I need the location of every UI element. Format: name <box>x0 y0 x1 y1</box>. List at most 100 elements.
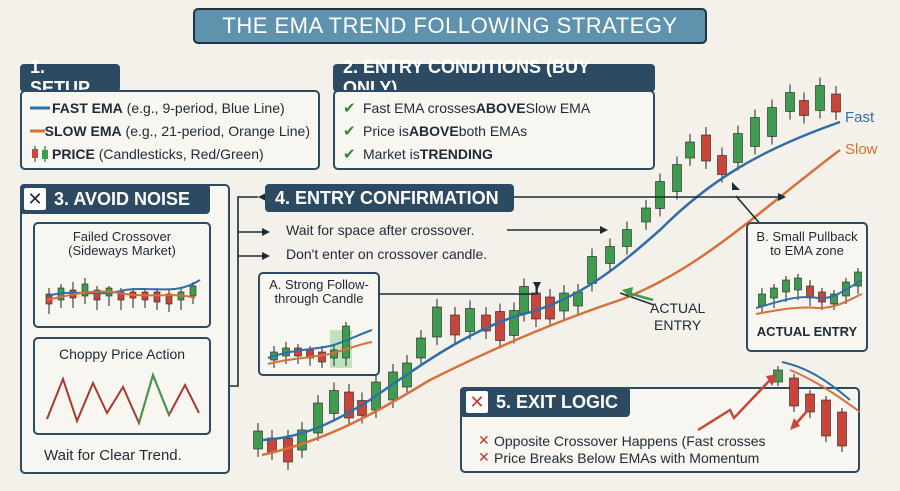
candle-up <box>432 306 442 338</box>
price-detail: (Candlesticks, Red/Green) <box>98 145 264 162</box>
candle-up <box>253 430 263 450</box>
candle-up <box>655 181 665 209</box>
candle-down <box>799 100 809 116</box>
candle-up <box>830 293 838 305</box>
entry-conditions-header: 2. ENTRY CONDITIONS (BUY ONLY) <box>333 57 655 98</box>
x-box-icon: ✕ <box>24 188 46 210</box>
strong-candle-mini-chart <box>267 322 373 368</box>
strong-candle-title: A. Strong Follow-through Candle <box>269 277 369 306</box>
candle-down <box>495 311 505 341</box>
exit-item: ✕ Opposite Crossover Happens (Fast crosse… <box>478 432 766 449</box>
slow-ema-line <box>261 149 841 457</box>
candle-up <box>559 292 569 312</box>
candle-down <box>117 291 125 301</box>
condition-item: ✔ Fast EMA crosses ABOVE Slow EMA <box>343 99 591 117</box>
candle-up <box>794 277 802 291</box>
candle-down <box>165 293 173 305</box>
condition-item: ✔ Price is ABOVE both EMAs <box>343 122 528 140</box>
candle-up <box>750 117 760 147</box>
fast-ema-detail: (e.g., 9-period, Blue Line) <box>126 99 285 116</box>
arrow-heads <box>258 182 786 290</box>
slow-line-label: Slow <box>845 141 878 158</box>
candle-up <box>785 92 795 112</box>
pullback-actual-entry: ACTUAL ENTRY <box>756 324 858 339</box>
candle-down <box>789 377 799 407</box>
candle-down <box>450 314 460 336</box>
candle-up <box>758 293 766 307</box>
candle-up <box>81 283 89 297</box>
candle-down <box>545 296 555 320</box>
candlestick-icon <box>32 145 48 162</box>
setup-price-row: PRICE (Candlesticks, Red/Green) <box>30 142 310 165</box>
pullback-title: B. Small Pullback to EMA zone <box>756 229 858 258</box>
entry-conditions-panel: ✔ Fast EMA crosses ABOVE Slow EMA ✔ Price … <box>333 90 655 170</box>
choppy-line-chart <box>46 371 200 426</box>
candle-up <box>815 85 825 111</box>
pullback-mini-chart <box>755 268 863 315</box>
wait-clear-trend: Wait for Clear Trend. <box>44 447 182 464</box>
candle-up <box>297 429 307 451</box>
candle-down <box>717 155 727 175</box>
strong-candle-box: A. Strong Follow-through Candle <box>258 272 380 376</box>
candle-up <box>509 310 519 336</box>
condition-item: ✔ Market is TRENDING <box>343 145 493 163</box>
slow-ema-label: SLOW EMA <box>44 122 122 139</box>
avoid-noise-header: ✕ 3. AVOID NOISE <box>20 184 210 214</box>
setup-panel: FAST EMA (e.g., 9-period, Blue Line) SLO… <box>20 90 320 170</box>
candle-down <box>701 134 711 162</box>
exit-item: ✕ Price Breaks Below EMAs with Momentum <box>478 449 760 466</box>
candle-up <box>587 256 597 284</box>
fast-line-label: Fast <box>845 109 875 126</box>
candle-up <box>672 164 682 192</box>
candle-up <box>641 207 651 223</box>
failed-crossover-box: Failed Crossover (Sideways Market) <box>33 222 211 328</box>
candle-up <box>767 107 777 137</box>
check-icon: ✔ <box>343 122 356 140</box>
slow-ema-detail: (e.g., 21-period, Orange Line) <box>125 122 310 139</box>
sideways-mini-chart <box>45 278 201 314</box>
x-icon: ✕ <box>478 449 490 465</box>
candle-up <box>313 402 323 434</box>
page-title: THE EMA TREND FOLLOWING STRATEGY <box>193 8 707 44</box>
actual-entry-label: ACTUAL ENTRY <box>650 300 706 333</box>
candle-up <box>416 337 426 359</box>
candle-down <box>831 93 841 113</box>
confirmation-item: Wait for space after crossover. <box>286 222 475 238</box>
candle-up <box>189 285 197 297</box>
candle-up <box>733 133 743 163</box>
choppy-title: Choppy Price Action <box>58 346 186 362</box>
candle-down <box>481 314 491 332</box>
candle-down <box>531 292 541 320</box>
setup-fast-row: FAST EMA (e.g., 9-period, Blue Line) <box>30 96 310 119</box>
failed-crossover-title: Failed Crossover (Sideways Market) <box>68 229 176 258</box>
candle-up <box>329 390 339 414</box>
confirmation-item: Don't enter on crossover candle. <box>286 246 488 262</box>
candle-down <box>344 391 354 419</box>
setup-slow-row: SLOW EMA (e.g., 21-period, Orange Line) <box>30 119 310 142</box>
check-icon: ✔ <box>343 99 356 117</box>
candle-down <box>837 411 847 447</box>
exit-mini-chart <box>697 361 861 452</box>
candle-down <box>805 393 815 413</box>
slow-line-swatch <box>30 129 45 132</box>
entry-confirmation-header: 4. ENTRY CONFIRMATION <box>265 184 514 212</box>
fast-ema-label: FAST EMA <box>52 99 123 116</box>
candle-up <box>519 286 529 314</box>
candle-up <box>782 279 790 293</box>
x-icon: ✕ <box>478 432 490 448</box>
candle-down <box>153 291 161 303</box>
candle-up <box>854 271 862 287</box>
candle-down <box>818 291 826 303</box>
candle-up <box>770 287 778 299</box>
candle-up <box>605 246 615 264</box>
price-label: PRICE <box>52 145 95 162</box>
candle-up <box>622 229 632 247</box>
candle-down <box>318 351 326 363</box>
check-icon: ✔ <box>343 145 356 163</box>
setup-header: 1. SETUP <box>20 57 120 98</box>
fast-ema-line <box>261 120 841 442</box>
candle-down <box>93 289 101 301</box>
x-box-icon: ✕ <box>466 391 488 413</box>
candle-down <box>821 399 831 437</box>
